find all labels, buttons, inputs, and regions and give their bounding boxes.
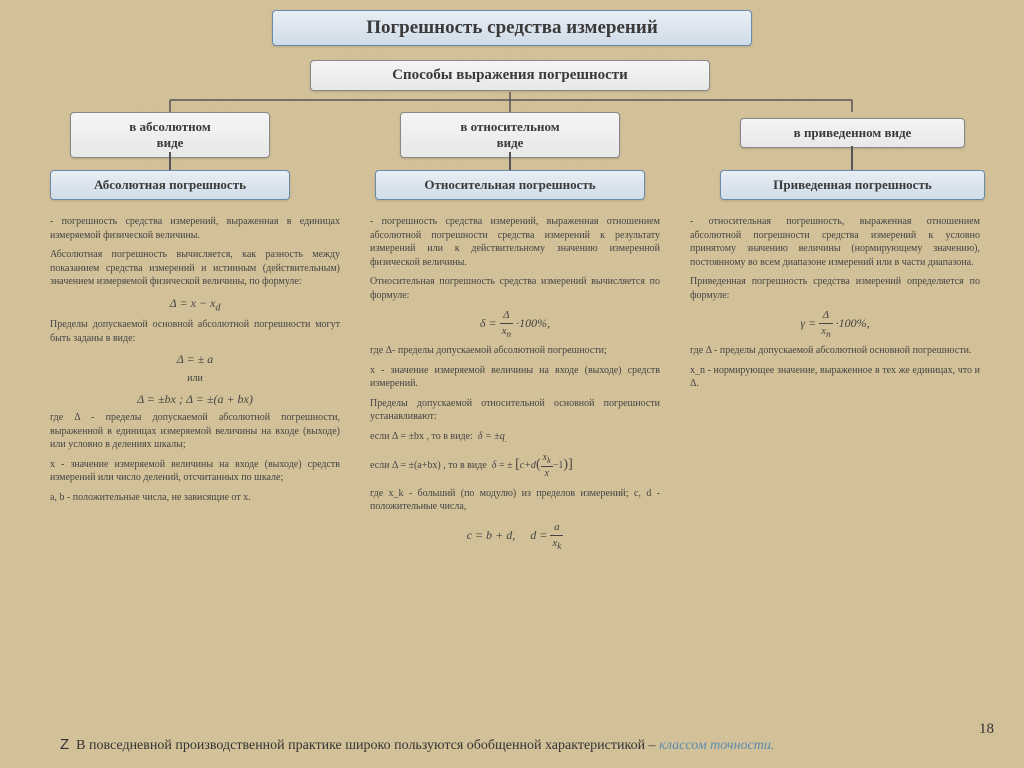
leaf-relative: Относительная погрешность — [375, 170, 645, 200]
c3-p1: - относительная погрешность, выраженная … — [690, 215, 980, 269]
c2-f1-lhs: δ = — [480, 316, 497, 330]
cat-absolute-label: в абсолютномвиде — [129, 119, 210, 150]
c3-p4: x_n - нормирующее значение, выраженное в… — [690, 364, 980, 391]
c1-p5: x - значение измеряемой величины на вход… — [50, 458, 340, 485]
c1-p4: где Δ - пределы допускаемой абсолютной п… — [50, 411, 340, 452]
c1-p6: a, b - положительные числа, не зависящие… — [50, 491, 340, 505]
c1-p3: Пределы допускаемой основной абсолютной … — [50, 318, 340, 345]
cat-relative-label: в относительномвиде — [460, 119, 559, 150]
page-number: 18 — [979, 721, 994, 738]
c2-p6b: если Δ = ±(a+bx) , то в виде δ = ± [c+d(… — [370, 451, 660, 481]
c2-p6a: если Δ = ±bx , то в виде: δ = ±q. — [370, 430, 660, 445]
footer-note: Z В повседневной производственной практи… — [60, 736, 930, 754]
c2-p5: Пределы допускаемой относительной основн… — [370, 397, 660, 424]
c3-p3: где Δ - пределы допускаемой абсолютной о… — [690, 344, 980, 358]
c3-f1-tail: ·100%, — [836, 316, 870, 330]
footer-accent: классом точности. — [659, 738, 774, 753]
c2-p6a-txt: если Δ = ±bx , то в виде: — [370, 431, 473, 442]
c1-p1: - погрешность средства измерений, выраже… — [50, 215, 340, 242]
c1-f2: Δ = ± a — [50, 351, 340, 367]
c3-p2: Приведенная погрешность средства измерен… — [690, 275, 980, 302]
c2-p1: - погрешность средства измерений, выраже… — [370, 215, 660, 269]
c3-f1-lhs: γ = — [800, 316, 816, 330]
leaf-absolute: Абсолютная погрешность — [50, 170, 290, 200]
c2-f4b-lhs: d = — [530, 528, 547, 542]
c3-f1: γ = Δxn ·100%, — [690, 308, 980, 340]
c2-p6b-txt: если Δ = ±(a+bx) , то в виде — [370, 460, 487, 471]
col-absolute-text: - погрешность средства измерений, выраже… — [50, 215, 340, 510]
c1-p3a: или — [50, 372, 340, 386]
c1-f1: Δ = x − xd — [50, 295, 340, 315]
c2-p7: где x_k - больший (по модулю) из предело… — [370, 487, 660, 514]
c2-f4a: c = b + d, — [467, 528, 516, 542]
c1-f3: Δ = ±bx ; Δ = ±(a + bx) — [50, 391, 340, 407]
c2-f1: δ = Δxn ·100%, — [370, 308, 660, 340]
leaf-reduced: Приведенная погрешность — [720, 170, 985, 200]
c2-f1-tail: ·100%, — [516, 316, 550, 330]
c2-p2: Относительная погрешность средства измер… — [370, 275, 660, 302]
c2-f1-num: Δ — [500, 308, 513, 324]
c2-p4: x - значение измеряемой величины на вход… — [370, 364, 660, 391]
col-relative-text: - погрешность средства измерений, выраже… — [370, 215, 660, 556]
col-reduced-text: - относительная погрешность, выраженная … — [690, 215, 980, 397]
c2-p3: где Δ- пределы допускаемой абсолютной по… — [370, 344, 660, 358]
footer-z-icon: Z — [60, 736, 69, 753]
c2-f4: c = b + d, d = axk — [370, 520, 660, 552]
footer-text: В повседневной производственной практике… — [76, 738, 659, 753]
c1-p2: Абсолютная погрешность вычисляется, как … — [50, 248, 340, 289]
c3-f1-num: Δ — [819, 308, 832, 324]
cat-reduced: в приведенном виде — [740, 118, 965, 148]
